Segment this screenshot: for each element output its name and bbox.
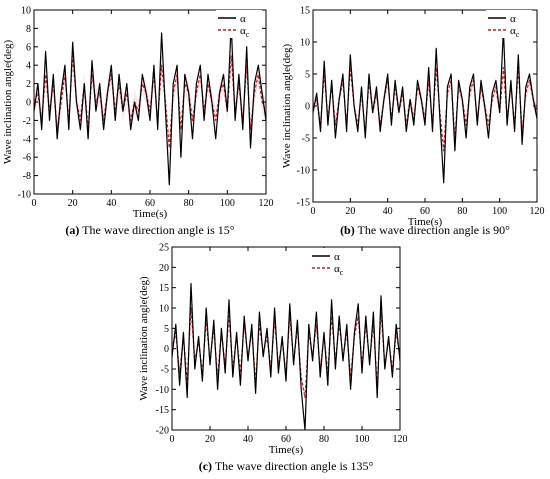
legend-background [486,10,532,38]
y-tick-label: 10 [300,38,310,49]
x-tick-label: 60 [281,434,291,445]
series-alpha-line [171,283,401,431]
chart-panel-3: 0 20 40 60 80 100 120 -20 -15 -10 -5 0 5 10 15 20 25 Time… [138,243,408,474]
x-axis-label: Time(s) [269,444,304,456]
legend: ααc [486,10,532,39]
legend-background [310,248,356,276]
y-tick-label: 0 [305,102,310,113]
legend-label-alpha-c: αc [240,25,250,39]
x-tick-label: 80 [457,206,467,217]
x-tick-label: 120 [393,434,408,445]
series-alpha-c-line [312,67,538,152]
x-tick-label: 120 [530,206,545,217]
y-axis-label: Wave inclination angle(deg) [138,276,150,401]
y-tick-label: -20 [156,426,169,437]
caption: (b) The wave direction angle is 90° [340,223,510,237]
y-tick-label: 10 [159,304,169,315]
y-tick-label: 4 [26,61,31,72]
caption: (a) The wave direction angle is 15° [65,223,234,237]
x-tick-label: 40 [106,198,116,209]
y-tick-label: -10 [156,385,169,396]
y-tick-label: -15 [156,405,169,416]
x-tick-label: 40 [243,434,253,445]
x-tick-label: 20 [205,434,215,445]
y-axis-label: Wave inclination angle(deg) [281,43,293,168]
y-tick-label: -4 [23,134,31,145]
legend: ααc [310,248,356,277]
y-tick-label: 5 [305,70,310,81]
x-tick-label: 120 [259,198,274,209]
y-tick-label: 8 [26,24,31,35]
x-axis-label: Time(s) [408,216,443,228]
y-tick-label: -6 [23,153,31,164]
y-tick-label: 0 [26,98,31,109]
legend-label-alpha: α [240,13,246,25]
x-tick-label: 20 [345,206,355,217]
shade-band [34,45,266,159]
plot-frame [171,246,401,431]
y-tick-label: 20 [159,263,169,274]
x-tick-label: 0 [170,434,175,445]
legend-label-alpha: α [334,251,340,263]
x-tick-label: 20 [68,198,78,209]
legend-label-alpha-c: αc [334,263,344,277]
legend-label-alpha: α [510,13,516,25]
x-tick-label: 80 [319,434,329,445]
x-tick-label: 100 [220,198,235,209]
y-tick-label: 2 [26,79,31,90]
chart-panel-2: 0 20 40 60 80 100 120 -15 -10 -5 0 5 10 15 Time(s) Wave… [281,6,545,238]
x-tick-label: 40 [383,206,393,217]
y-tick-label: 6 [26,42,31,53]
x-axis-label: Time(s) [133,208,168,220]
y-tick-label: 25 [159,243,169,254]
x-tick-label: 0 [311,206,316,217]
x-tick-label: 60 [145,198,155,209]
x-tick-label: 0 [32,198,37,209]
series-alpha-line [33,23,267,186]
x-tick-label: 100 [492,206,507,217]
y-tick-label: -2 [23,116,31,127]
y-tick-label: -5 [302,134,310,145]
legend-label-subscript: c [340,268,344,277]
caption-label: (a) [65,223,79,237]
y-tick-label: 10 [21,6,31,17]
caption-label: (b) [340,223,355,237]
x-tick-label: 80 [184,198,194,209]
caption: (c) The wave direction angle is 135° [199,459,374,473]
y-tick-label: -10 [18,190,31,201]
legend-background [216,10,262,38]
y-tick-label: -8 [23,171,31,182]
y-tick-label: 15 [159,283,169,294]
y-tick-label: 15 [300,6,310,17]
caption-label: (c) [199,459,212,473]
legend-label-subscript: c [516,30,520,39]
caption-text: The wave direction angle is 90° [355,223,510,237]
y-tick-label: -5 [161,365,169,376]
caption-text: The wave direction angle is 135° [212,459,373,473]
y-tick-label: 5 [164,324,169,335]
series-alpha-line [312,28,538,184]
y-tick-label: 0 [164,344,169,355]
chart-panel-1: 0 20 40 60 80 100 120 -10 -8 -6 -4 -2 0 2 4 6 8 10 Time(s)… [2,6,274,238]
shade-band [313,59,537,159]
caption-text: The wave direction angle is 15° [79,223,234,237]
x-tick-label: 100 [355,434,370,445]
x-tick-label: 60 [420,206,430,217]
y-tick-label: -10 [297,166,310,177]
legend-label-alpha-c: αc [510,25,520,39]
legend-label-subscript: c [246,30,250,39]
y-tick-label: -15 [297,198,310,209]
y-axis-label: Wave inclination angle(deg) [2,39,14,164]
legend: ααc [216,10,262,39]
